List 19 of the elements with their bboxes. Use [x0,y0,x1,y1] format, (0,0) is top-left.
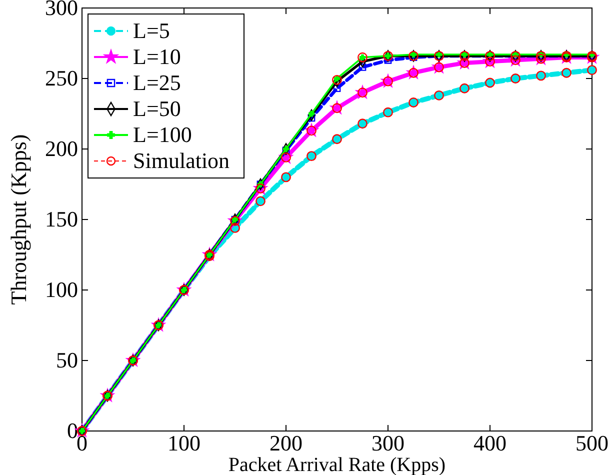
x-axis-title: Packet Arrival Rate (Kpps) [228,454,446,475]
y-tick-label: 300 [45,0,78,20]
x-tick-label: 500 [576,430,608,456]
legend-label: Simulation [133,148,230,173]
x-tick-label: 100 [168,430,200,456]
legend-label: L=5 [133,18,170,43]
legend-label: L=25 [133,70,181,95]
legend-label: L=10 [133,44,181,69]
y-tick-label: 100 [45,277,78,302]
y-tick-label: 150 [45,206,78,232]
x-tick-label: 400 [474,430,506,456]
x-tick-label: 300 [372,430,404,456]
y-tick-label: 200 [45,136,78,162]
legend-label: L=50 [133,96,181,121]
legend-label: L=100 [133,122,192,147]
y-tick-label: 250 [45,66,78,91]
y-tick-label: 50 [56,348,78,373]
x-tick-label: 200 [270,430,302,456]
y-axis-title: Throughput (Kpps) [6,134,31,305]
